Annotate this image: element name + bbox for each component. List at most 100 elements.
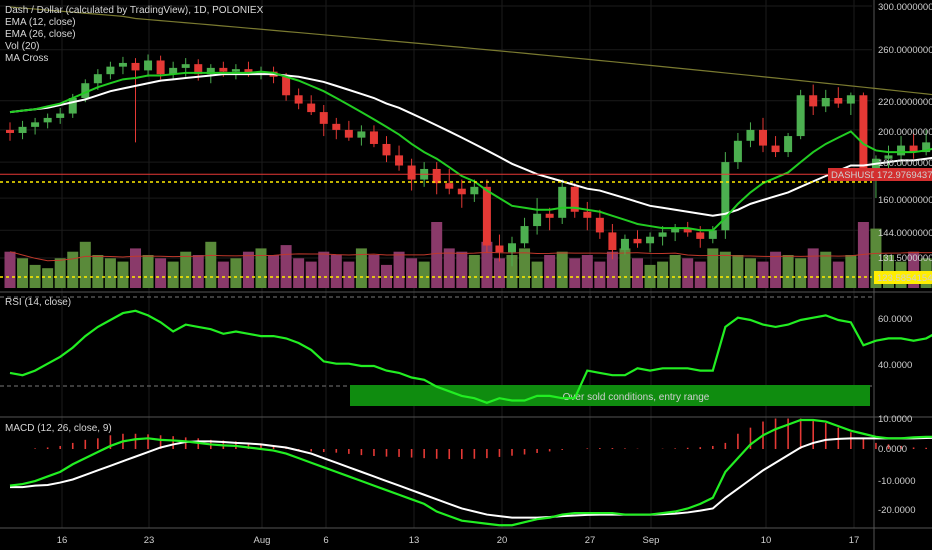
- candle-body: [595, 217, 604, 233]
- rsi-line: [9, 309, 932, 404]
- candle-body: [570, 186, 579, 212]
- candle-body: [708, 230, 717, 239]
- volume-bar: [29, 264, 41, 288]
- candle-body: [897, 145, 906, 156]
- candlesticks[interactable]: [6, 54, 932, 267]
- macd-tick: 0.0000: [878, 444, 907, 455]
- time-tick: 6: [323, 535, 328, 546]
- candle-body: [482, 186, 491, 246]
- candle-body: [508, 243, 516, 253]
- volume-bar: [619, 248, 631, 288]
- volume-bar: [268, 255, 280, 288]
- volume-bar: [17, 258, 29, 288]
- volume-bar: [857, 222, 869, 288]
- volume-bar: [242, 251, 254, 288]
- volume-bar: [318, 251, 330, 288]
- volume-bar: [443, 248, 455, 288]
- volume-bar: [230, 258, 242, 288]
- candle-body: [746, 129, 755, 141]
- price-tick: 220.00000000: [878, 97, 932, 108]
- macd-label[interactable]: MACD (12, 26, close, 9): [5, 423, 112, 434]
- candle-body: [583, 211, 592, 218]
- volume-bar: [744, 258, 756, 288]
- volume-bar: [180, 251, 192, 288]
- horizontal-levels: [0, 173, 872, 278]
- candle-body: [834, 98, 843, 104]
- volume-bar: [393, 251, 405, 288]
- ma-slow-line: [9, 6, 932, 96]
- volume-bar: [531, 261, 543, 288]
- macd-signal-line: [10, 436, 932, 519]
- candle-body: [369, 131, 378, 144]
- legend-ema26[interactable]: EMA (26, close): [5, 29, 76, 40]
- candle-body: [846, 95, 855, 104]
- volume-bar: [493, 258, 505, 288]
- rsi-label[interactable]: RSI (14, close): [5, 297, 72, 308]
- candle-body: [93, 74, 102, 84]
- candle-body: [520, 226, 529, 244]
- volume-bar: [104, 258, 116, 288]
- volume-bar: [79, 241, 91, 288]
- symbol-label: DASHUSD: [831, 170, 878, 181]
- candle-body: [922, 142, 931, 153]
- candle-body: [696, 232, 705, 239]
- rsi-panel[interactable]: Over sold conditions, entry range: [0, 296, 932, 406]
- volume-bar: [694, 261, 706, 288]
- candle-body: [495, 245, 504, 253]
- support-badge: 123.58541549: [874, 271, 932, 284]
- volume-bar: [167, 261, 179, 288]
- volume-bar: [845, 255, 857, 288]
- macd-panel[interactable]: [9, 418, 932, 527]
- candle-body: [18, 126, 27, 133]
- volume-bar: [217, 261, 229, 288]
- price-tick: 200.00000000: [878, 127, 932, 138]
- price-tick: 260.00000000: [878, 45, 932, 56]
- candle-body: [131, 62, 140, 71]
- price-tick: 300.00000000: [878, 2, 932, 13]
- volume-bar: [594, 261, 606, 288]
- volume-bar: [581, 255, 593, 288]
- volume-bar: [293, 258, 305, 288]
- candle-body: [156, 60, 165, 75]
- candle-body: [784, 136, 793, 153]
- chart-title: Dash / Dollar (calculated by TradingView…: [5, 5, 264, 16]
- volume-bar: [117, 261, 129, 288]
- candle-body: [219, 67, 228, 72]
- ema26-line: [9, 73, 932, 217]
- candle-body: [106, 66, 115, 75]
- volume-bar: [42, 268, 54, 288]
- oversold-annotation: Over sold conditions, entry range: [563, 392, 710, 403]
- candle-body: [282, 76, 291, 96]
- volume-bar: [606, 251, 618, 288]
- time-tick: Sep: [643, 535, 660, 546]
- volume-bar: [305, 261, 317, 288]
- price-axis: 300.00000000 260.00000000 220.00000000 2…: [878, 2, 932, 516]
- candle-body: [871, 158, 880, 173]
- candle-body: [68, 98, 77, 114]
- volume-bar: [770, 251, 782, 288]
- candle-body: [307, 103, 316, 113]
- rsi-legend: RSI (14, close): [5, 297, 71, 309]
- legend-ema12[interactable]: EMA (12, close): [5, 17, 76, 28]
- volume-ma-line: [9, 251, 932, 262]
- candle-body: [608, 232, 617, 251]
- legend-volume[interactable]: Vol (20): [5, 41, 40, 52]
- candle-body: [169, 67, 178, 75]
- candle-body: [771, 145, 780, 153]
- candle-body: [382, 143, 391, 156]
- candle-body: [809, 95, 818, 107]
- volume-bar: [657, 261, 669, 288]
- price-tick: 144.00000000: [878, 228, 932, 239]
- time-tick: 17: [849, 535, 860, 546]
- legend-ma-cross[interactable]: MA Cross: [5, 53, 49, 64]
- candle-body: [633, 238, 642, 244]
- volume-bar: [556, 251, 568, 288]
- volume-bar: [481, 241, 493, 288]
- macd-tick: -10.0000: [878, 476, 916, 487]
- candle-body: [244, 69, 253, 73]
- candle-body: [884, 155, 893, 159]
- volume-bar: [682, 258, 694, 288]
- volume-bar: [757, 261, 769, 288]
- candle-body: [909, 145, 918, 153]
